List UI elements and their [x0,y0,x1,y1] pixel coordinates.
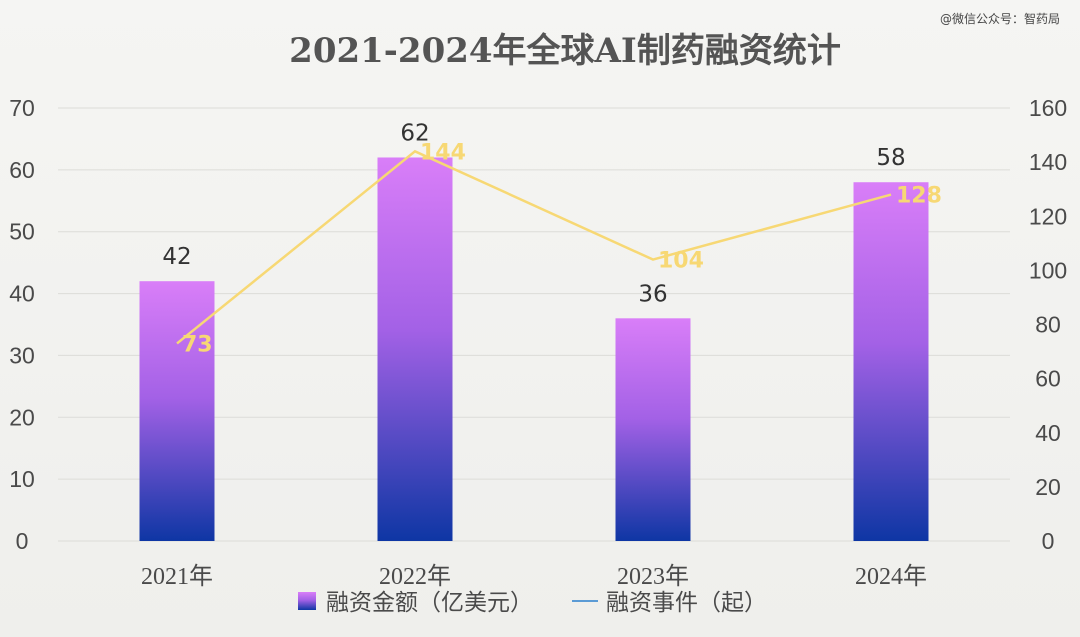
chart-title: 2021-2024年全球AI制药融资统计 [289,31,841,71]
line-series: 73 144 104 128 [176,140,942,357]
gridlines [58,107,1010,542]
x-tick-label: 2021年 [141,563,213,590]
left-tick-label: 10 [9,466,35,492]
left-tick-label: 20 [9,404,35,430]
right-tick-label: 120 [1029,203,1067,229]
left-tick-label: 50 [9,219,35,245]
legend-label-line: 融资事件（起） [606,590,767,615]
bar-data-label: 62 [400,120,429,146]
legend-label-bar: 融资金额（亿美元） [326,590,533,615]
right-tick-label: 140 [1029,149,1067,175]
left-tick-label: 30 [9,342,35,368]
right-tick-label: 0 [1042,528,1055,554]
line-data-label: 104 [658,249,704,274]
x-tick-label: 2023年 [617,563,689,590]
left-tick-label: 70 [9,95,35,121]
bar-data-label: 36 [638,281,667,307]
bar [377,157,453,541]
line-data-label: 73 [182,332,213,357]
left-tick-label: 0 [16,528,29,554]
watermark: @微信公众号：智药局 [939,12,1060,26]
x-axis: 2021年 2022年 2023年 2024年 [141,563,927,590]
left-axis: 0 10 20 30 40 50 60 70 [9,95,35,554]
right-tick-label: 160 [1029,95,1067,121]
left-tick-label: 60 [9,157,35,183]
x-tick-label: 2024年 [855,563,927,590]
legend: 融资金额（亿美元） 融资事件（起） [298,590,767,615]
right-tick-label: 80 [1035,312,1061,338]
right-tick-label: 20 [1035,474,1061,500]
bar [615,318,691,541]
bar-data-label: 42 [162,244,191,270]
right-tick-label: 40 [1035,420,1061,446]
bar-series: 42 62 36 58 [139,120,929,541]
bar-data-label: 58 [876,145,905,171]
right-tick-label: 100 [1029,257,1067,283]
x-tick-label: 2022年 [379,563,451,590]
line-data-label: 144 [420,140,466,165]
line-data-label: 128 [896,184,942,209]
left-tick-label: 40 [9,281,35,307]
right-tick-label: 60 [1035,366,1061,392]
line-path [176,149,892,345]
legend-swatch-bar [298,592,316,610]
bar [853,182,929,541]
right-axis: 0 20 40 60 80 100 120 140 160 [1029,95,1067,554]
bar [139,281,215,541]
